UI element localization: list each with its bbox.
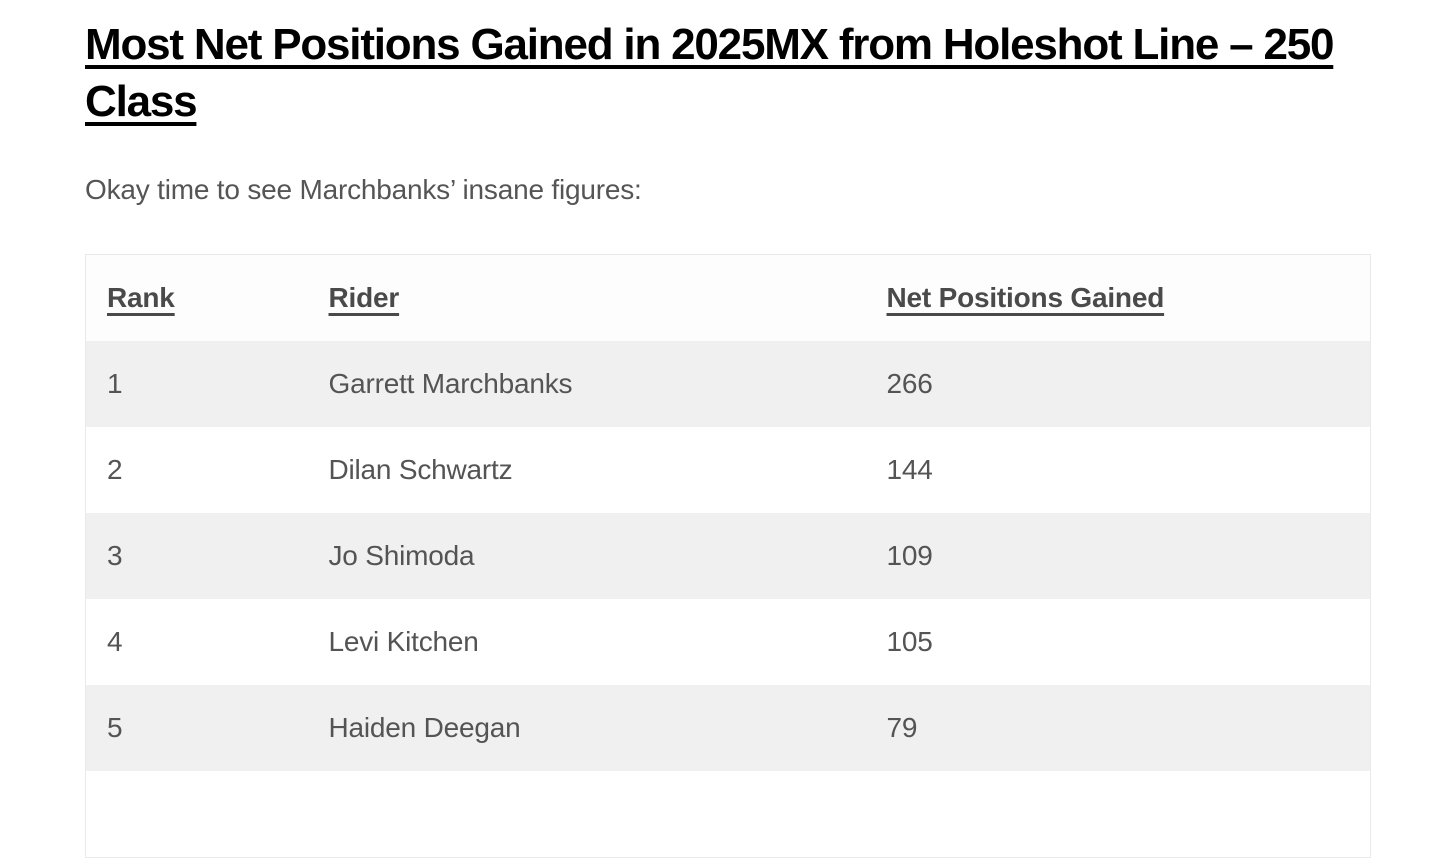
- intro-paragraph: Okay time to see Marchbanks’ insane figu…: [85, 174, 642, 205]
- table-row: 1 Garrett Marchbanks 266: [85, 341, 1371, 427]
- cell-net-positions-gained: 109: [886, 540, 933, 571]
- cell-rider: Haiden Deegan: [328, 712, 521, 743]
- cell-net-positions-gained: 144: [886, 454, 933, 485]
- cell-rank: 1: [107, 368, 123, 399]
- table-row-partial: [85, 771, 1371, 858]
- table-header: Rank Rider Net Positions Gained: [85, 254, 1371, 341]
- cell-net-positions-gained: 105: [886, 626, 933, 657]
- column-header-net-positions-gained: Net Positions Gained: [865, 254, 1371, 341]
- cell-rider: Garrett Marchbanks: [328, 368, 573, 399]
- cell-rider: Levi Kitchen: [328, 626, 479, 657]
- page-title: Most Net Positions Gained in 2025MX from…: [85, 20, 1334, 126]
- table-body: 1 Garrett Marchbanks 266 2 Dilan Schwartz 144…: [85, 341, 1371, 858]
- cell-net-positions-gained: 266: [886, 368, 933, 399]
- table-row: 2 Dilan Schwartz 144: [85, 427, 1371, 513]
- cell-rank: 2: [107, 454, 123, 485]
- cell-rank: 4: [107, 626, 123, 657]
- cell-rider: Dilan Schwartz: [328, 454, 513, 485]
- column-header-rank: Rank: [85, 254, 308, 341]
- cell-rank: 5: [107, 712, 123, 743]
- article-content: Most Net Positions Gained in 2025MX from…: [85, 16, 1371, 858]
- net-positions-table: Rank Rider Net Positions Gained 1 Garrett…: [85, 254, 1371, 858]
- table-row: 5 Haiden Deegan 79: [85, 685, 1371, 771]
- cell-rank: 3: [107, 540, 123, 571]
- cell-net-positions-gained: 79: [886, 712, 918, 743]
- table-header-row: Rank Rider Net Positions Gained: [85, 254, 1371, 341]
- column-header-rider: Rider: [307, 254, 866, 341]
- cell-rider: Jo Shimoda: [328, 540, 475, 571]
- table-row: 4 Levi Kitchen 105: [85, 599, 1371, 685]
- table-row: 3 Jo Shimoda 109: [85, 513, 1371, 599]
